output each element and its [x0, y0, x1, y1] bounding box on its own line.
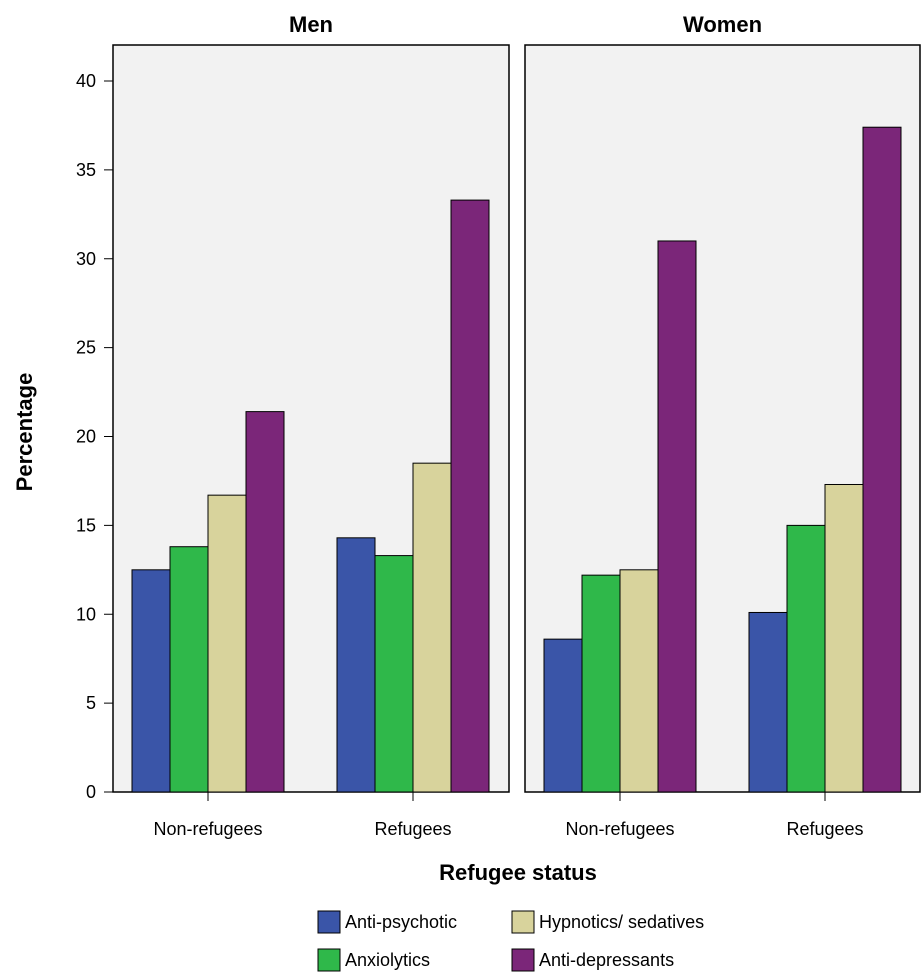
y-tick-label: 10: [76, 604, 96, 624]
y-tick-label: 35: [76, 160, 96, 180]
bar: [543, 638, 583, 793]
y-tick-label: 25: [76, 338, 96, 358]
legend-item: Anti-depressants: [511, 948, 674, 972]
y-tick-label: 20: [76, 427, 96, 447]
legend-label: Anti-psychotic: [345, 912, 457, 932]
bar: [786, 524, 826, 793]
legend-swatch: [317, 910, 341, 934]
bar: [336, 537, 376, 793]
y-tick-label: 15: [76, 515, 96, 535]
bar: [657, 240, 697, 793]
x-tick-label: Refugees: [786, 819, 863, 839]
y-tick-label: 40: [76, 71, 96, 91]
panel-title: Men: [289, 12, 333, 37]
bar: [619, 569, 659, 793]
bar: [748, 611, 788, 793]
legend-item: Anti-psychotic: [317, 910, 457, 934]
panel-title: Women: [683, 12, 762, 37]
legend-swatch: [511, 910, 535, 934]
legend-item: Hypnotics/ sedatives: [511, 910, 704, 934]
bar: [862, 126, 902, 793]
panels-layer: Men Non-refugees Refugees Women Non-refugees…: [112, 12, 921, 839]
panel-1: Women Non-refugees Refugees: [524, 12, 921, 839]
panel-0: Men Non-refugees Refugees: [112, 12, 510, 839]
bar: [581, 574, 621, 793]
y-axis: 0 5 10 15 20 25 30 35 40: [76, 71, 113, 802]
legend-swatch: [511, 948, 535, 972]
legend-item: Anxiolytics: [317, 948, 430, 972]
x-tick-label: Refugees: [374, 819, 451, 839]
x-axis-title: Refugee status: [439, 860, 597, 885]
y-tick-label: 0: [86, 782, 96, 802]
legend-label: Anxiolytics: [345, 950, 430, 970]
y-axis-title: Percentage: [12, 373, 37, 492]
y-tick-label: 30: [76, 249, 96, 269]
bar: [412, 462, 452, 793]
bar: [374, 555, 414, 793]
bar: [207, 494, 247, 793]
bar: [450, 199, 490, 793]
bar: [245, 411, 285, 793]
x-tick-label: Non-refugees: [153, 819, 262, 839]
bar: [824, 483, 864, 793]
x-tick-label: Non-refugees: [565, 819, 674, 839]
bar: [169, 546, 209, 793]
bar: [131, 569, 171, 793]
legend-label: Anti-depressants: [539, 950, 674, 970]
legend-label: Hypnotics/ sedatives: [539, 912, 704, 932]
legend: Anti-psychotic Hypnotics/ sedatives Anxiol…: [317, 910, 704, 972]
legend-swatch: [317, 948, 341, 972]
y-tick-label: 5: [86, 693, 96, 713]
